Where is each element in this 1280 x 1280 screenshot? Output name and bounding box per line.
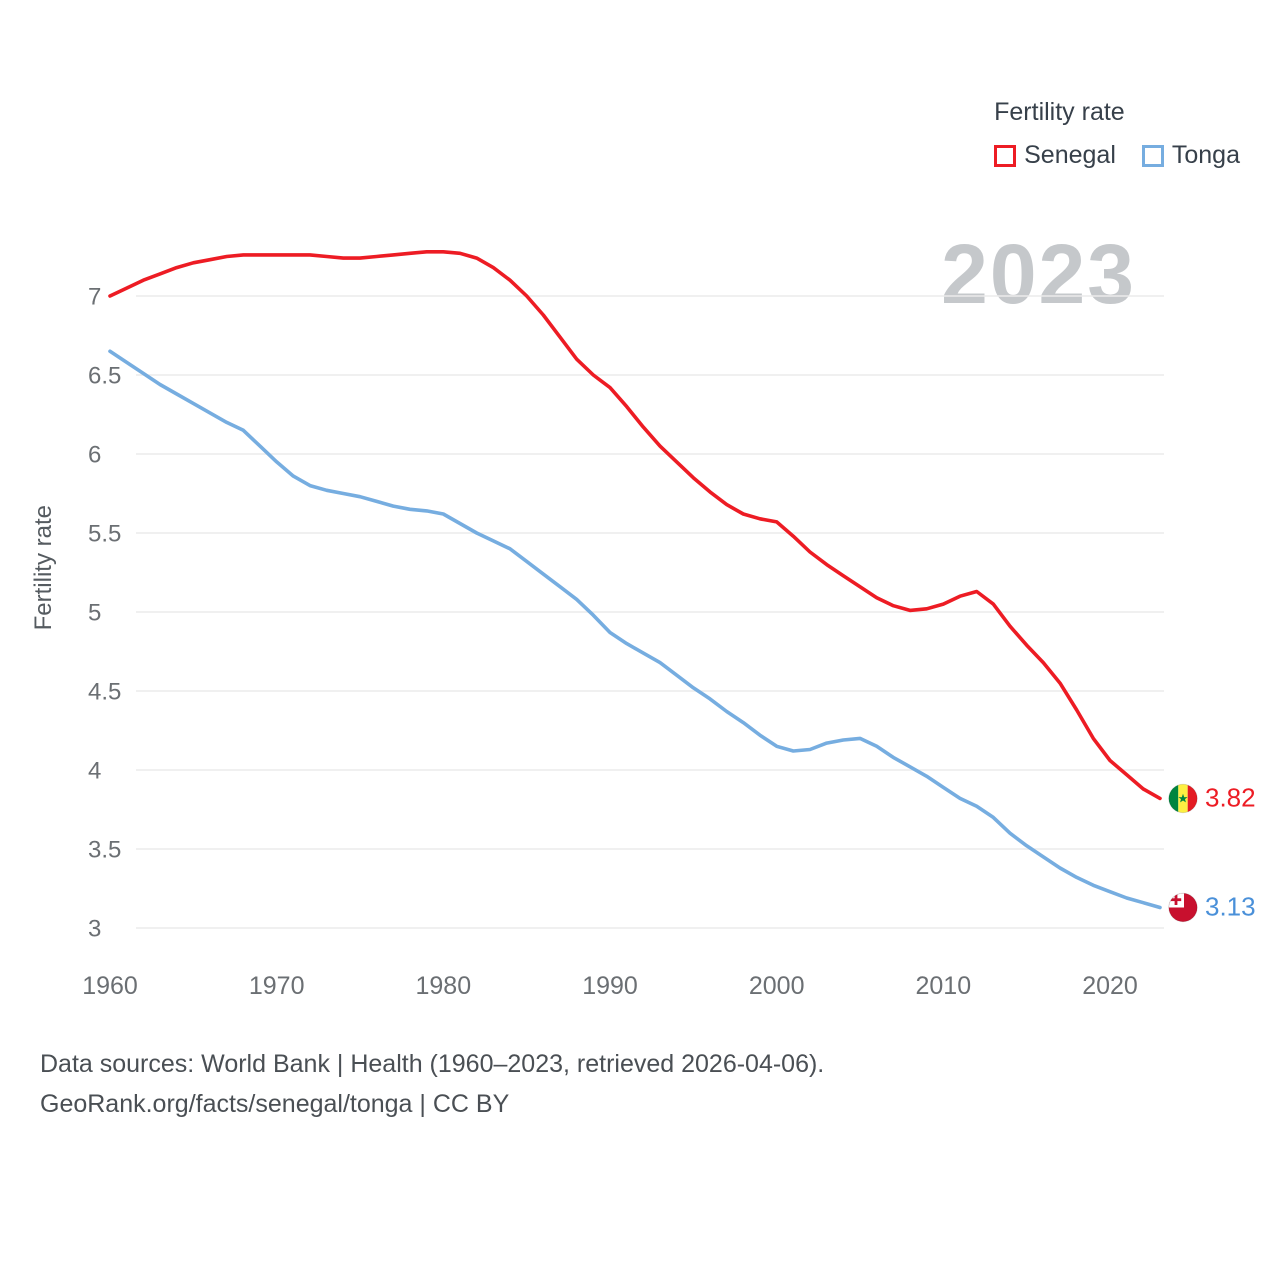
senegal-swatch-icon: [994, 144, 1017, 167]
y-tick-label: 4.5: [88, 678, 121, 705]
x-tick-label: 2000: [749, 972, 805, 1000]
x-tick-label: 1960: [82, 972, 138, 1000]
legend-item-tonga[interactable]: Tonga: [1141, 141, 1240, 170]
y-tick-label: 5: [88, 599, 101, 626]
senegal-flag-icon: [1168, 783, 1198, 813]
y-tick-label: 6.5: [88, 362, 121, 389]
senegal-line: [108, 250, 1162, 801]
tonga-flag-icon: [1168, 892, 1198, 922]
legend-label-senegal: Senegal: [1024, 141, 1116, 169]
x-tick-label: 2020: [1082, 972, 1138, 1000]
y-tick-label: 3: [88, 915, 101, 942]
y-tick-label: 5.5: [88, 520, 121, 547]
y-tick-label: 6: [88, 441, 101, 468]
tonga-swatch-icon: [1141, 144, 1164, 167]
senegal-end-value: 3.82: [1205, 782, 1256, 813]
year-watermark: 2023: [941, 227, 1136, 321]
chart-legend: Fertility rate Senegal Tonga: [994, 98, 1240, 170]
footer: Data sources: World Bank | Health (1960–…: [40, 1044, 824, 1124]
legend-title: Fertility rate: [994, 98, 1125, 126]
x-tick-label: 1980: [415, 972, 471, 1000]
attribution-text: GeoRank.org/facts/senegal/tonga | CC BY: [40, 1090, 510, 1118]
senegal-end-label: 3.82: [1168, 783, 1256, 814]
x-tick-label: 1990: [582, 972, 638, 1000]
tonga-line: [108, 349, 1162, 910]
y-tick-label: 7: [88, 283, 101, 310]
legend-item-senegal[interactable]: Senegal: [994, 141, 1116, 170]
tonga-end-label: 3.13: [1168, 892, 1256, 923]
legend-label-tonga: Tonga: [1171, 141, 1240, 169]
legend-items: Senegal Tonga: [994, 141, 1240, 170]
x-tick-label: 1970: [249, 972, 305, 1000]
x-tick-label: 2010: [915, 972, 971, 1000]
y-tick-label: 3.5: [88, 836, 121, 863]
data-sources-text: Data sources: World Bank | Health (1960–…: [40, 1050, 825, 1078]
tonga-end-value: 3.13: [1205, 891, 1256, 922]
y-tick-label: 4: [88, 757, 101, 784]
